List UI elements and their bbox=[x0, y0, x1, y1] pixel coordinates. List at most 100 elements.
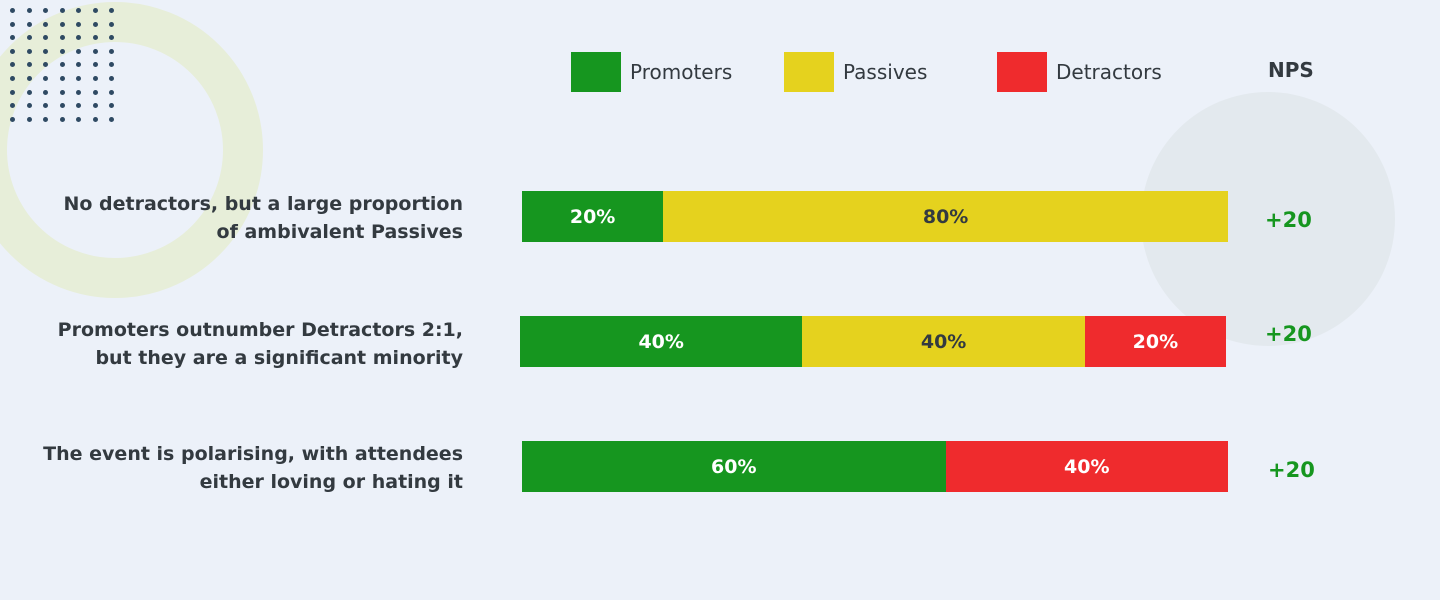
nps-value: +20 bbox=[1265, 208, 1312, 232]
dot bbox=[59, 35, 65, 41]
decorative-dot-grid bbox=[10, 8, 126, 130]
dot bbox=[10, 89, 15, 95]
dot bbox=[10, 35, 15, 41]
dot bbox=[43, 89, 48, 95]
dot bbox=[92, 116, 98, 122]
dot bbox=[43, 116, 48, 122]
dot bbox=[109, 89, 114, 95]
data-label: 40% bbox=[1064, 455, 1110, 478]
dot bbox=[59, 62, 65, 68]
dot bbox=[109, 75, 114, 81]
row-label: The event is polarising, with attendees … bbox=[3, 440, 463, 496]
legend-swatch-passives bbox=[784, 52, 834, 92]
dot bbox=[76, 35, 81, 41]
dot bbox=[43, 75, 48, 81]
dot bbox=[26, 35, 32, 41]
dot bbox=[76, 89, 81, 95]
dot bbox=[59, 89, 65, 95]
dot bbox=[10, 48, 15, 54]
dot bbox=[26, 103, 32, 109]
bar-segment-detractors: 40% bbox=[945, 441, 1228, 492]
dot bbox=[10, 62, 15, 68]
data-label: 20% bbox=[1132, 330, 1179, 353]
data-label: 40% bbox=[920, 330, 967, 353]
dot bbox=[76, 103, 81, 109]
row-label-line: but they are a significant minority bbox=[95, 347, 463, 369]
legend-detractors: Detractors bbox=[997, 52, 1162, 92]
dot bbox=[10, 75, 15, 81]
dot bbox=[59, 8, 65, 13]
dot bbox=[43, 21, 48, 27]
nps-value: +20 bbox=[1268, 458, 1315, 482]
dot bbox=[92, 8, 98, 13]
legend-label: Passives bbox=[843, 60, 928, 84]
stacked-bar: 20% 80% bbox=[522, 191, 1228, 242]
dot bbox=[109, 8, 114, 13]
dot bbox=[26, 116, 32, 122]
dot bbox=[92, 48, 98, 54]
stacked-bar: 40% 40% 20% bbox=[520, 316, 1226, 367]
dot bbox=[26, 8, 32, 13]
dot bbox=[92, 89, 98, 95]
dot bbox=[109, 62, 114, 68]
dot bbox=[76, 8, 81, 13]
dot bbox=[76, 62, 81, 68]
row-label-line: either loving or hating it bbox=[199, 471, 463, 493]
dot bbox=[109, 21, 114, 27]
legend-swatch-detractors bbox=[997, 52, 1047, 92]
dot bbox=[59, 21, 65, 27]
dot bbox=[26, 89, 32, 95]
dot bbox=[109, 35, 114, 41]
dot bbox=[10, 21, 15, 27]
dot bbox=[92, 103, 98, 109]
dot bbox=[26, 75, 32, 81]
bar-segment-promoters: 40% bbox=[520, 316, 803, 367]
row-label: Promoters outnumber Detractors 2:1, but … bbox=[3, 316, 463, 372]
dot bbox=[10, 116, 15, 122]
legend-promoters: Promoters bbox=[571, 52, 732, 92]
dot bbox=[92, 75, 98, 81]
data-label: 20% bbox=[569, 205, 616, 228]
row-label: No detractors, but a large proportion of… bbox=[3, 190, 463, 246]
dot bbox=[26, 48, 32, 54]
data-label: 80% bbox=[922, 205, 969, 228]
dot bbox=[109, 48, 114, 54]
data-label: 60% bbox=[711, 455, 757, 478]
dot bbox=[109, 103, 114, 109]
bar-segment-promoters: 60% bbox=[522, 441, 946, 492]
row-label-line: No detractors, but a large proportion bbox=[63, 193, 463, 215]
row-label-line: The event is polarising, with attendees bbox=[43, 443, 463, 465]
dot bbox=[76, 75, 81, 81]
dot bbox=[43, 35, 48, 41]
dot bbox=[10, 103, 15, 109]
dot bbox=[26, 62, 32, 68]
nps-value: +20 bbox=[1265, 322, 1312, 346]
bar-segment-detractors: 20% bbox=[1084, 316, 1226, 367]
legend-label: Detractors bbox=[1056, 60, 1162, 84]
nps-header: NPS bbox=[1268, 58, 1314, 82]
dot bbox=[109, 116, 114, 122]
bar-segment-promoters: 20% bbox=[522, 191, 664, 242]
legend-swatch-promoters bbox=[571, 52, 621, 92]
dot bbox=[59, 103, 65, 109]
dot bbox=[26, 21, 32, 27]
dot bbox=[43, 8, 48, 13]
legend-label: Promoters bbox=[630, 60, 733, 84]
dot bbox=[59, 48, 65, 54]
legend-passives: Passives bbox=[784, 52, 927, 92]
bar-segment-passives: 80% bbox=[663, 191, 1228, 242]
dot bbox=[59, 116, 65, 122]
dot bbox=[92, 35, 98, 41]
dot bbox=[76, 116, 81, 122]
dot bbox=[59, 75, 65, 81]
dot bbox=[76, 21, 81, 27]
dot bbox=[43, 62, 48, 68]
dot bbox=[92, 62, 98, 68]
dot bbox=[76, 48, 81, 54]
dot bbox=[92, 21, 98, 27]
dot bbox=[43, 103, 48, 109]
dot bbox=[10, 8, 15, 13]
data-label: 40% bbox=[638, 330, 684, 353]
bar-segment-passives: 40% bbox=[802, 316, 1085, 367]
row-label-line: Promoters outnumber Detractors 2:1, bbox=[57, 319, 463, 341]
